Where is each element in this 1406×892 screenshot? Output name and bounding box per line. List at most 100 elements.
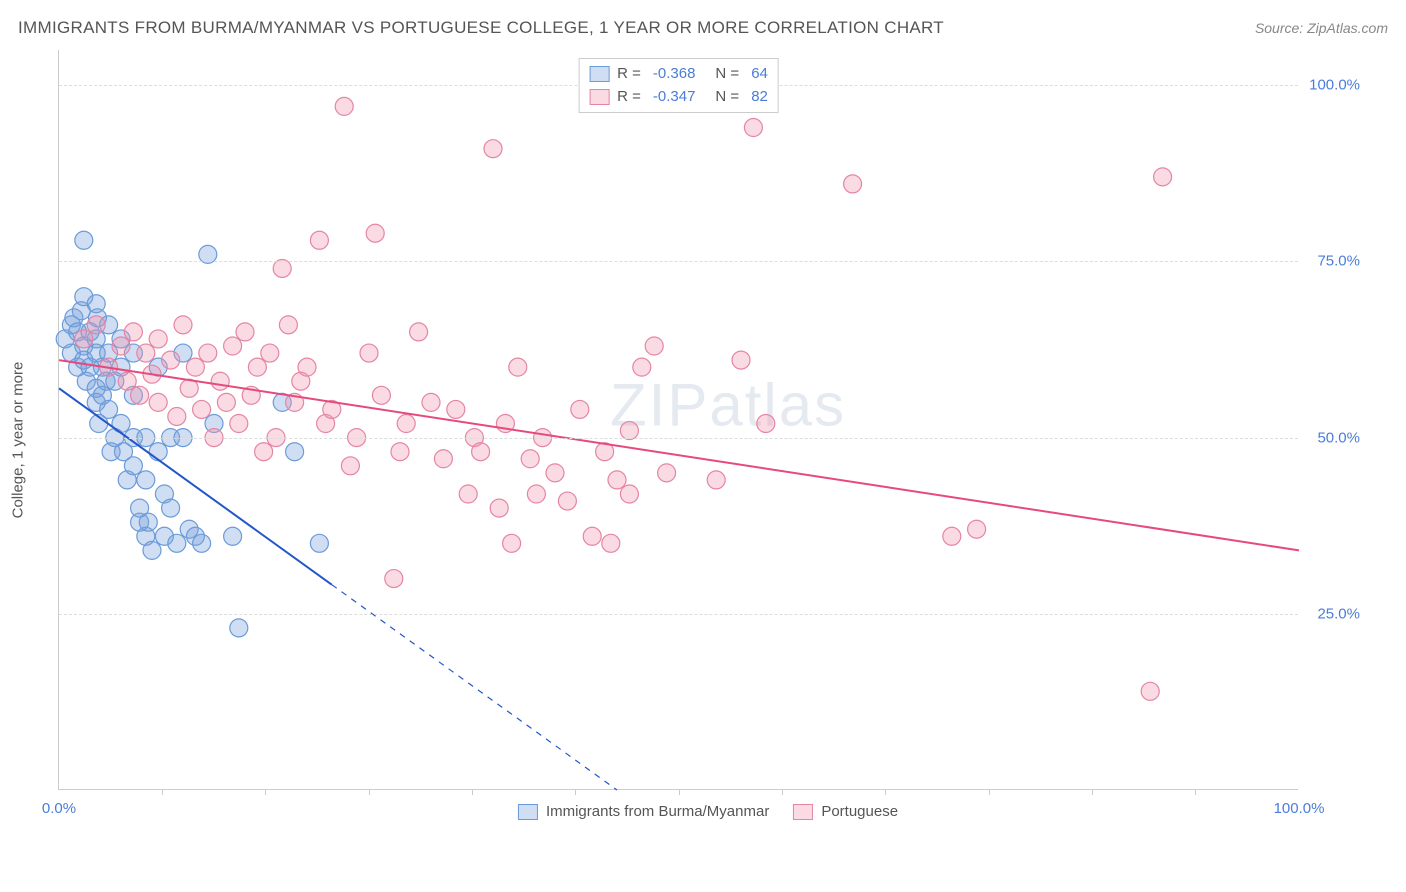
x-tick-mark — [472, 789, 473, 795]
scatter-point — [100, 400, 118, 418]
source-label: Source: ZipAtlas.com — [1255, 20, 1388, 36]
legend-bottom-item: Portuguese — [793, 803, 898, 820]
legend-series-label: Portuguese — [821, 803, 898, 820]
scatter-point — [372, 386, 390, 404]
scatter-point — [707, 471, 725, 489]
scatter-point — [583, 527, 601, 545]
x-tick-mark — [885, 789, 886, 795]
x-tick-label: 0.0% — [42, 800, 76, 817]
scatter-point — [124, 323, 142, 341]
grid-line — [59, 614, 1298, 615]
scatter-point — [434, 450, 452, 468]
scatter-point — [298, 358, 316, 376]
scatter-point — [87, 316, 105, 334]
legend-top: R =-0.368N =64R =-0.347N =82 — [578, 58, 779, 113]
scatter-point — [75, 330, 93, 348]
scatter-point — [503, 534, 521, 552]
scatter-point — [149, 330, 167, 348]
chart-title: IMMIGRANTS FROM BURMA/MYANMAR VS PORTUGU… — [18, 18, 944, 38]
scatter-point — [1154, 168, 1172, 186]
x-tick-mark — [575, 789, 576, 795]
scatter-point — [255, 443, 273, 461]
scatter-point — [658, 464, 676, 482]
scatter-point — [124, 457, 142, 475]
title-bar: IMMIGRANTS FROM BURMA/MYANMAR VS PORTUGU… — [18, 18, 1388, 38]
scatter-point — [199, 344, 217, 362]
scatter-point — [193, 534, 211, 552]
x-tick-label: 100.0% — [1274, 800, 1325, 817]
scatter-point — [143, 541, 161, 559]
scatter-point — [224, 337, 242, 355]
scatter-point — [341, 457, 359, 475]
legend-n-value: 64 — [751, 63, 768, 86]
scatter-point — [546, 464, 564, 482]
scatter-point — [224, 527, 242, 545]
scatter-point — [732, 351, 750, 369]
scatter-point — [397, 415, 415, 433]
scatter-point — [112, 337, 130, 355]
scatter-point — [131, 386, 149, 404]
legend-n-value: 82 — [751, 86, 768, 109]
scatter-point — [230, 415, 248, 433]
scatter-point — [75, 231, 93, 249]
scatter-point — [248, 358, 266, 376]
scatter-point — [410, 323, 428, 341]
scatter-point — [968, 520, 986, 538]
x-tick-mark — [369, 789, 370, 795]
scatter-point — [168, 534, 186, 552]
x-tick-mark — [1092, 789, 1093, 795]
scatter-point — [645, 337, 663, 355]
scatter-point — [1141, 682, 1159, 700]
scatter-point — [558, 492, 576, 510]
plot-region: ZIPatlas R =-0.368N =64R =-0.347N =82 25… — [58, 50, 1298, 790]
y-axis-label: College, 1 year or more — [10, 362, 27, 519]
legend-n-label: N = — [715, 63, 739, 86]
scatter-point — [168, 407, 186, 425]
scatter-point — [527, 485, 545, 503]
legend-bottom-item: Immigrants from Burma/Myanmar — [518, 803, 769, 820]
legend-swatch — [589, 66, 609, 82]
scatter-point — [571, 400, 589, 418]
scatter-point — [310, 231, 328, 249]
scatter-point — [602, 534, 620, 552]
scatter-point — [472, 443, 490, 461]
legend-r-label: R = — [617, 63, 641, 86]
scatter-point — [943, 527, 961, 545]
scatter-point — [620, 485, 638, 503]
grid-line — [59, 438, 1298, 439]
y-tick-label: 75.0% — [1317, 253, 1360, 270]
scatter-point — [236, 323, 254, 341]
scatter-point — [162, 499, 180, 517]
scatter-point — [279, 316, 297, 334]
scatter-point — [149, 393, 167, 411]
scatter-point — [385, 570, 403, 588]
legend-r-value: -0.368 — [653, 63, 696, 86]
scatter-point — [844, 175, 862, 193]
scatter-point — [139, 513, 157, 531]
scatter-point — [286, 443, 304, 461]
x-tick-mark — [782, 789, 783, 795]
scatter-point — [230, 619, 248, 637]
scatter-point — [193, 400, 211, 418]
x-tick-mark — [162, 789, 163, 795]
x-tick-mark — [265, 789, 266, 795]
x-tick-mark — [989, 789, 990, 795]
legend-series-label: Immigrants from Burma/Myanmar — [546, 803, 769, 820]
scatter-point — [490, 499, 508, 517]
scatter-point — [633, 358, 651, 376]
scatter-point — [509, 358, 527, 376]
legend-bottom: Immigrants from Burma/Myanmar Portuguese — [518, 803, 898, 820]
scatter-point — [484, 140, 502, 158]
scatter-point — [149, 443, 167, 461]
scatter-point — [391, 443, 409, 461]
scatter-point — [137, 344, 155, 362]
scatter-point — [310, 534, 328, 552]
scatter-point — [261, 344, 279, 362]
regression-line-dashed — [332, 585, 617, 790]
legend-top-row: R =-0.347N =82 — [589, 86, 768, 109]
legend-top-row: R = -0.368 N = 64 — [589, 63, 768, 86]
scatter-point — [137, 471, 155, 489]
legend-n-label: N = — [715, 86, 739, 109]
scatter-point — [174, 316, 192, 334]
scatter-point — [118, 372, 136, 390]
